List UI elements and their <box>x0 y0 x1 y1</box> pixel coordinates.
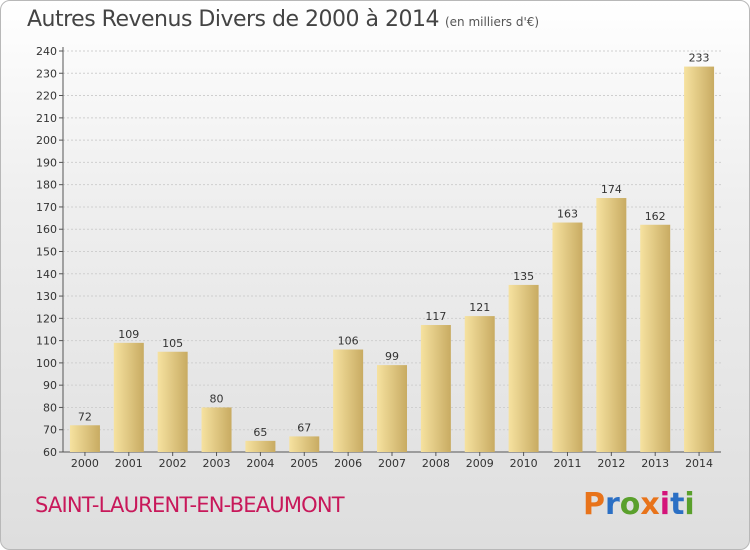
bar <box>640 224 671 452</box>
x-tick-label: 2003 <box>203 457 231 470</box>
x-tick-label: 2007 <box>378 457 406 470</box>
bar-value-label: 162 <box>645 210 666 223</box>
chart-title: Autres Revenus Divers de 2000 à 2014 (en … <box>27 7 539 32</box>
bar-value-label: 80 <box>210 392 224 405</box>
bar <box>464 316 495 452</box>
bar <box>113 342 144 452</box>
bar <box>596 198 627 452</box>
bar-value-label: 99 <box>385 350 399 363</box>
bar-value-label: 65 <box>253 426 267 439</box>
y-tick-label: 110 <box>36 335 57 348</box>
x-tick-label: 2002 <box>159 457 187 470</box>
bar <box>69 425 100 452</box>
x-tick-label: 2009 <box>466 457 494 470</box>
y-tick-label: 120 <box>36 312 57 325</box>
proxiti-logo: Proxiti <box>583 487 695 522</box>
y-tick-label: 180 <box>36 179 57 192</box>
bar-value-label: 135 <box>513 270 534 283</box>
y-tick-label: 150 <box>36 246 57 259</box>
bar-value-label: 72 <box>78 410 92 423</box>
logo-letter: i <box>659 487 671 522</box>
logo-letter: x <box>640 487 660 522</box>
chart-title-text: Autres Revenus Divers de 2000 à 2014 <box>27 7 439 32</box>
logo-letter: r <box>605 487 620 522</box>
bar-value-label: 106 <box>338 335 359 348</box>
y-tick-label: 80 <box>43 401 57 414</box>
y-tick-label: 140 <box>36 268 57 281</box>
y-tick-label: 170 <box>36 201 57 214</box>
bar-value-label: 233 <box>689 52 710 65</box>
y-tick-label: 100 <box>36 357 57 370</box>
bar <box>552 222 583 452</box>
bar <box>508 284 539 452</box>
bar-value-label: 174 <box>601 183 622 196</box>
x-tick-label: 2011 <box>553 457 581 470</box>
y-tick-label: 60 <box>43 446 57 459</box>
y-tick-label: 240 <box>36 45 57 58</box>
logo-letter: i <box>684 487 695 522</box>
bar-value-label: 117 <box>425 310 446 323</box>
bar-value-label: 67 <box>297 421 311 434</box>
y-tick-label: 130 <box>36 290 57 303</box>
bar <box>333 349 364 452</box>
x-tick-label: 2005 <box>290 457 318 470</box>
x-tick-label: 2010 <box>510 457 538 470</box>
commune-name: SAINT-LAURENT-EN-BEAUMONT <box>35 493 345 517</box>
bar <box>377 365 407 452</box>
y-tick-label: 190 <box>36 156 57 169</box>
y-tick-label: 160 <box>36 223 57 236</box>
y-tick-label: 90 <box>43 379 57 392</box>
y-tick-label: 200 <box>36 134 57 147</box>
x-tick-label: 2012 <box>597 457 625 470</box>
x-tick-label: 2014 <box>685 457 713 470</box>
bar <box>684 66 715 452</box>
x-tick-label: 2006 <box>334 457 362 470</box>
bar <box>420 325 451 452</box>
bar <box>245 440 276 452</box>
y-tick-label: 210 <box>36 112 57 125</box>
chart-title-unit: (en milliers d'€) <box>444 15 540 29</box>
bar <box>289 436 320 452</box>
y-tick-label: 220 <box>36 90 57 103</box>
x-tick-label: 2000 <box>71 457 99 470</box>
bar-value-label: 163 <box>557 208 578 221</box>
x-tick-label: 2008 <box>422 457 450 470</box>
bar-value-label: 121 <box>469 301 490 314</box>
bar <box>201 407 232 452</box>
logo-letter: P <box>583 487 605 522</box>
bar-value-label: 109 <box>118 328 139 341</box>
logo-letter: o <box>619 487 641 522</box>
x-tick-label: 2013 <box>641 457 669 470</box>
logo-letter: t <box>670 487 685 522</box>
y-tick-label: 70 <box>43 424 57 437</box>
bar-value-label: 105 <box>162 337 183 350</box>
y-tick-label: 230 <box>36 67 57 80</box>
bar <box>157 351 188 452</box>
x-tick-label: 2001 <box>115 457 143 470</box>
x-tick-label: 2004 <box>246 457 274 470</box>
